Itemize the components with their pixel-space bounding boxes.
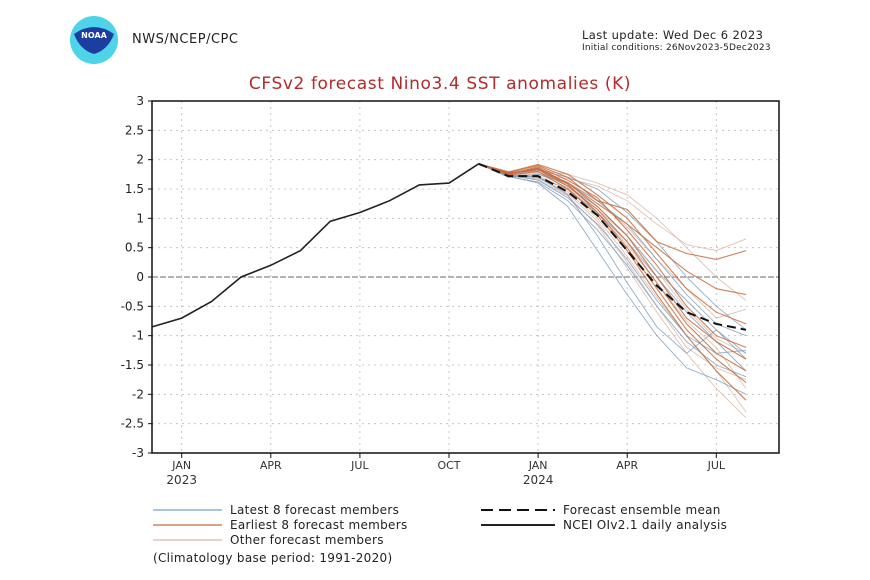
forecast-member-other [478,163,747,389]
x-tick-label: JAN [171,459,191,472]
forecast-member-earliest [478,163,747,348]
observed-series [151,163,480,328]
y-tick-label: -1 [132,329,144,343]
x-tick-year: 2023 [166,473,197,487]
y-tick-label: -3 [132,446,144,460]
legend-label-mean: Forecast ensemble mean [563,503,721,517]
y-tick-label: 1.5 [125,182,144,196]
forecast-member-earliest [478,163,747,260]
y-tick-label: 0.5 [125,241,144,255]
forecast-member-other [478,163,747,419]
legend-label-earliest: Earliest 8 forecast members [230,518,408,532]
forecast-member-other [478,163,747,354]
x-tick-year: 2024 [523,473,554,487]
y-tick-label: 3 [136,94,144,108]
x-tick-label: APR [260,459,282,472]
last-update: Last update: Wed Dec 6 2023 [582,28,764,42]
forecast-member-earliest [478,163,747,384]
x-tick-label: APR [616,459,638,472]
logo-bird [74,27,114,54]
legend-label-observed: NCEI OIv2.1 daily analysis [563,518,727,532]
plot-frame [151,100,780,454]
initial-conditions: Initial conditions: 26Nov2023-5Dec2023 [582,43,771,53]
legend-label-other: Other forecast members [230,533,384,547]
x-tick-label: JAN [528,459,548,472]
y-tick-label: 2 [136,153,144,167]
chart-title: CFSv2 forecast Nino3.4 SST anomalies (K) [248,74,632,94]
org-label: NWS/NCEP/CPC [132,32,239,47]
forecast-member-latest [478,163,747,378]
y-tick-label: 1 [136,211,144,225]
y-axis: 3 2.5 2 1.5 1 0.5 0 -0.5 -1 -1.5 -2 -2.5 -3 [121,94,152,460]
logo-text: NOAA [81,31,107,40]
y-tick-label: 2.5 [125,123,144,137]
noaa-logo: NOAA [68,14,120,66]
forecast-member-earliest [478,163,747,325]
legend-label-latest: Latest 8 forecast members [230,503,399,517]
climatology-footnote: (Climatology base period: 1991-2020) [153,551,393,565]
x-tick-label: JUL [350,459,369,472]
x-tick-label: OCT [437,459,460,472]
observed-line [151,163,480,328]
forecast-member-latest [478,163,747,395]
y-tick-label: -0.5 [121,299,144,313]
ensemble-mean-series [478,162,747,331]
grid [152,101,779,453]
ensemble-mean-line [478,162,747,331]
forecast-members [478,163,747,419]
x-tick-label: JUL [707,459,726,472]
y-tick-label: 0 [136,270,144,284]
forecast-member-latest [478,163,747,337]
y-tick-label: -2.5 [121,417,144,431]
y-tick-label: -1.5 [121,358,144,372]
y-tick-label: -2 [132,387,144,401]
forecast-member-other [478,163,747,319]
